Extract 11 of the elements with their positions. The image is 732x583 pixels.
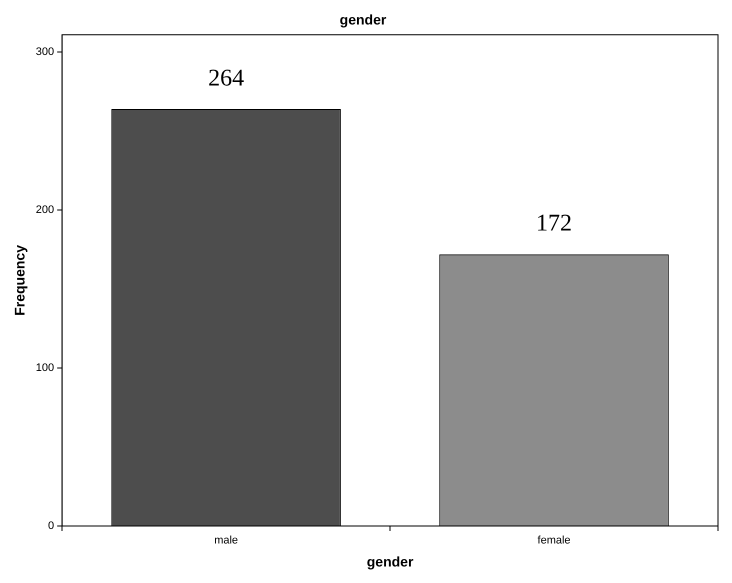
y-axis-title: Frequency bbox=[11, 244, 28, 316]
y-tick-label: 100 bbox=[36, 362, 54, 374]
x-tick-label: male bbox=[214, 534, 238, 547]
x-axis-title: gender bbox=[366, 553, 414, 570]
y-tick-label: 200 bbox=[36, 204, 54, 216]
y-tick-label: 0 bbox=[48, 520, 54, 532]
data-label: 264 bbox=[208, 65, 244, 92]
x-tick-label: female bbox=[538, 534, 571, 547]
y-tick-label: 300 bbox=[36, 46, 54, 58]
chart-title: gender bbox=[340, 11, 387, 28]
data-label: 172 bbox=[536, 210, 572, 237]
